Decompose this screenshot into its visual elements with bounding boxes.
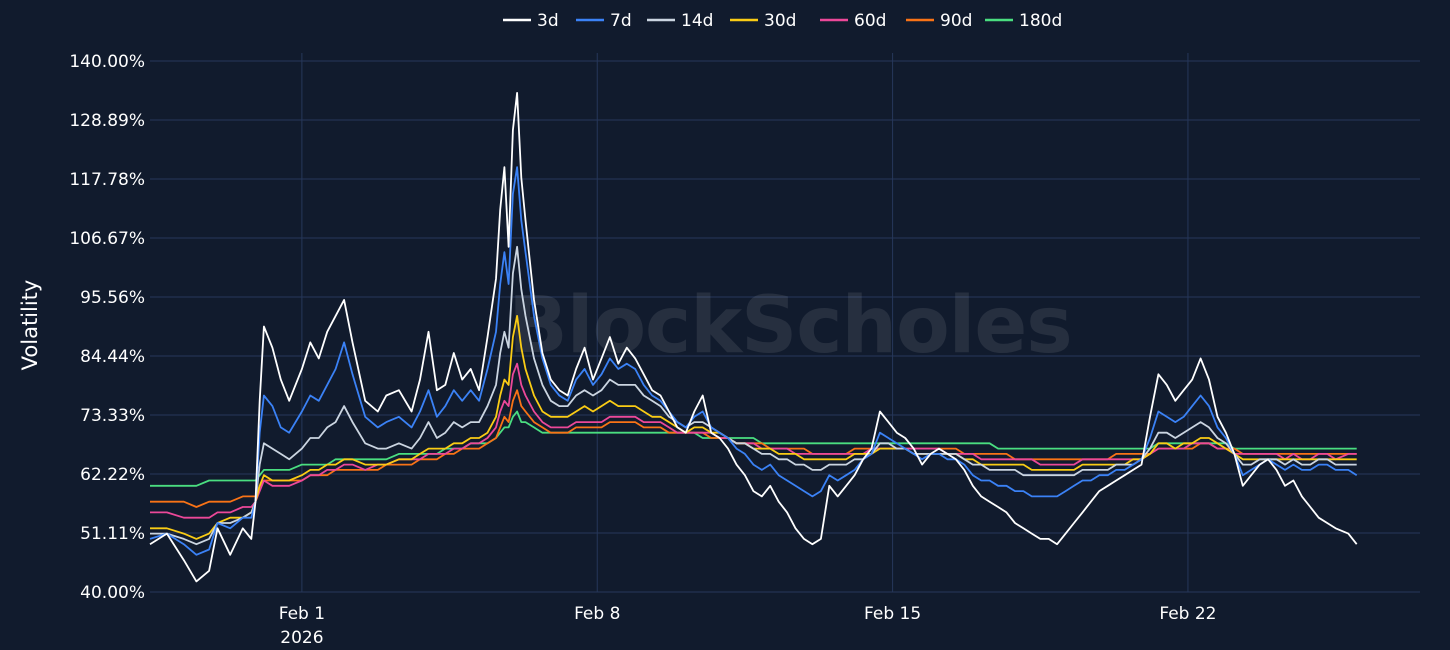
- y-tick-label: 117.78%: [69, 170, 145, 190]
- x-tick-label: Feb 8: [574, 604, 620, 624]
- series-line-3d: [149, 92, 1358, 583]
- legend-item-7d[interactable]: 7d: [576, 11, 632, 31]
- y-tick-label: 128.89%: [69, 111, 145, 131]
- y-tick-label: 40.00%: [80, 583, 145, 603]
- x-tick-sublabel: 2026: [280, 628, 323, 648]
- legend-label: 30d: [764, 11, 796, 31]
- legend-label: 7d: [610, 11, 632, 31]
- x-tick-label: Feb 22: [1159, 604, 1216, 624]
- y-tick-label: 140.00%: [69, 52, 145, 72]
- grid-layer: [150, 53, 1420, 593]
- y-tick-label: 106.67%: [69, 229, 145, 249]
- legend-label: 3d: [537, 11, 559, 31]
- y-tick-label: 84.44%: [80, 347, 145, 367]
- series-line-60d: [150, 362, 1357, 519]
- series-line-14d: [150, 245, 1357, 546]
- legend-item-90d[interactable]: 90d: [906, 11, 972, 31]
- y-tick-label: 51.11%: [80, 524, 145, 544]
- x-axis-ticks: Feb 1 2026 Feb 8 Feb 15 Feb 22: [279, 604, 1217, 648]
- series-line-7d: [149, 166, 1358, 556]
- series-line-30d: [150, 315, 1357, 540]
- x-tick-label: Feb 1: [279, 604, 325, 624]
- legend-item-180d[interactable]: 180d: [985, 11, 1062, 31]
- y-tick-label: 95.56%: [80, 288, 145, 308]
- watermark: BlockScholes: [508, 281, 1071, 371]
- legend-item-30d[interactable]: 30d: [730, 11, 796, 31]
- legend-label: 60d: [854, 11, 886, 31]
- y-tick-label: 62.22%: [80, 465, 145, 485]
- y-axis-title: Volatility: [18, 280, 42, 371]
- x-tick-label: Feb 15: [864, 604, 921, 624]
- legend-item-60d[interactable]: 60d: [820, 11, 886, 31]
- series-line-180d: [150, 410, 1357, 487]
- legend: 3d 7d 14d 30d 60d 90d 180d: [503, 11, 1062, 31]
- legend-label: 90d: [940, 11, 972, 31]
- y-axis-ticks: 40.00% 51.11% 62.22% 73.33% 84.44% 95.56% 106.…: [69, 52, 145, 603]
- legend-item-14d[interactable]: 14d: [647, 11, 713, 31]
- legend-label: 180d: [1019, 11, 1062, 31]
- legend-label: 14d: [681, 11, 713, 31]
- series-layer: [149, 92, 1358, 583]
- y-tick-label: 73.33%: [80, 406, 145, 426]
- legend-item-3d[interactable]: 3d: [503, 11, 559, 31]
